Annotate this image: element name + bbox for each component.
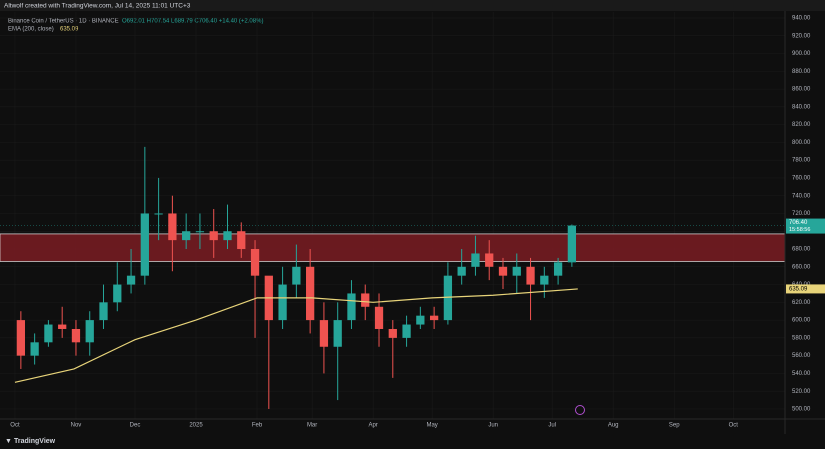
x-tick-label: Jun bbox=[488, 423, 498, 429]
last-price-box bbox=[786, 218, 825, 234]
candle-body bbox=[250, 249, 260, 276]
candle-body bbox=[237, 231, 246, 250]
indicator: EMA (200, close) bbox=[8, 27, 54, 33]
candle-body bbox=[374, 306, 384, 329]
candle-body bbox=[223, 231, 232, 241]
x-tick-label: Jul bbox=[548, 423, 556, 429]
y-tick-label: 880.00 bbox=[792, 69, 811, 75]
y-tick-label: 720.00 bbox=[792, 211, 811, 217]
last-price-label: 706.40 bbox=[789, 220, 808, 226]
x-tick-label: Feb bbox=[252, 423, 263, 429]
x-tick-label: Oct bbox=[729, 423, 739, 429]
x-tick-label: Apr bbox=[368, 423, 377, 429]
candle-body bbox=[30, 342, 39, 356]
candle-body bbox=[388, 328, 397, 338]
y-tick-label: 800.00 bbox=[792, 140, 811, 146]
brand-logo: ▼ bbox=[5, 438, 12, 445]
brand: TradingView bbox=[14, 438, 56, 445]
y-tick-label: 500.00 bbox=[792, 407, 811, 413]
y-tick-label: 580.00 bbox=[792, 335, 811, 341]
x-tick-label: Sep bbox=[669, 423, 680, 429]
candle-body bbox=[168, 213, 177, 241]
footer-bar bbox=[0, 434, 825, 449]
symbol: Binance Coin / TetherUS · 1D · BINANCE bbox=[8, 19, 119, 25]
y-tick-label: 620.00 bbox=[792, 300, 811, 306]
candle-body bbox=[58, 324, 67, 329]
candle-body bbox=[402, 324, 411, 338]
y-tick-label: 820.00 bbox=[792, 122, 811, 128]
ohlc: O692.01 H707.54 L689.79 C706.40 +14.40 (… bbox=[122, 19, 263, 25]
y-tick-label: 920.00 bbox=[792, 33, 811, 39]
candle-body bbox=[347, 293, 356, 321]
candle-body bbox=[498, 266, 508, 276]
candle-body bbox=[471, 253, 480, 267]
candle-body bbox=[319, 320, 329, 347]
candle-body bbox=[443, 275, 453, 321]
ema-line bbox=[14, 288, 578, 383]
candle-body bbox=[457, 266, 466, 276]
candle-body bbox=[540, 275, 549, 285]
candle-body bbox=[416, 315, 425, 325]
x-tick-label: Mar bbox=[307, 423, 317, 429]
candle-body bbox=[485, 253, 494, 267]
candle-body bbox=[44, 324, 53, 343]
candle-body bbox=[567, 225, 577, 263]
y-tick-label: 520.00 bbox=[792, 389, 811, 395]
candle-body bbox=[292, 266, 301, 285]
candle-body bbox=[182, 231, 191, 241]
credit: Altwolf created with TradingView.com, Ju… bbox=[4, 3, 191, 10]
x-tick-label: 2025 bbox=[189, 423, 203, 429]
y-tick-label: 560.00 bbox=[792, 353, 811, 359]
candle-body bbox=[526, 266, 535, 285]
y-tick-label: 660.00 bbox=[792, 264, 811, 270]
event-icon[interactable] bbox=[575, 405, 585, 415]
zone bbox=[0, 233, 786, 262]
candle-body bbox=[99, 302, 108, 321]
candle-body bbox=[429, 315, 439, 321]
candle-body bbox=[113, 284, 122, 303]
candle-body bbox=[512, 266, 521, 276]
ema-price-label: 635.09 bbox=[789, 287, 808, 293]
ema-price-box bbox=[786, 284, 825, 294]
y-tick-label: 940.00 bbox=[792, 16, 811, 22]
y-tick-label: 780.00 bbox=[792, 158, 811, 164]
y-tick-label: 860.00 bbox=[792, 87, 811, 93]
countdown: 15:58:56 bbox=[789, 227, 810, 233]
x-tick-label: Oct bbox=[10, 423, 20, 429]
candle-body bbox=[333, 320, 342, 347]
indicator-value: 635.09 bbox=[60, 27, 79, 33]
candle-body bbox=[553, 262, 563, 276]
candle-body bbox=[306, 266, 315, 321]
candle-body bbox=[126, 275, 136, 285]
candle-body bbox=[278, 284, 287, 321]
x-tick-label: Aug bbox=[608, 423, 619, 429]
candle-body bbox=[361, 293, 370, 307]
candle-body bbox=[154, 213, 163, 215]
candle-body bbox=[140, 213, 149, 276]
y-tick-label: 760.00 bbox=[792, 176, 811, 182]
y-tick-label: 540.00 bbox=[792, 371, 811, 377]
candle-body bbox=[16, 320, 25, 356]
y-tick-label: 600.00 bbox=[792, 318, 811, 324]
x-tick-label: Nov bbox=[71, 423, 82, 429]
candle-body bbox=[71, 328, 81, 343]
candle-body bbox=[209, 231, 218, 241]
candle-body bbox=[195, 231, 205, 233]
candle-body bbox=[85, 320, 94, 343]
y-tick-label: 680.00 bbox=[792, 247, 811, 253]
header-bar bbox=[0, 0, 825, 11]
x-tick-label: Dec bbox=[130, 423, 141, 429]
y-tick-label: 840.00 bbox=[792, 104, 811, 110]
x-tick-label: May bbox=[426, 423, 437, 429]
y-tick-label: 900.00 bbox=[792, 51, 811, 57]
y-tick-label: 740.00 bbox=[792, 193, 811, 199]
